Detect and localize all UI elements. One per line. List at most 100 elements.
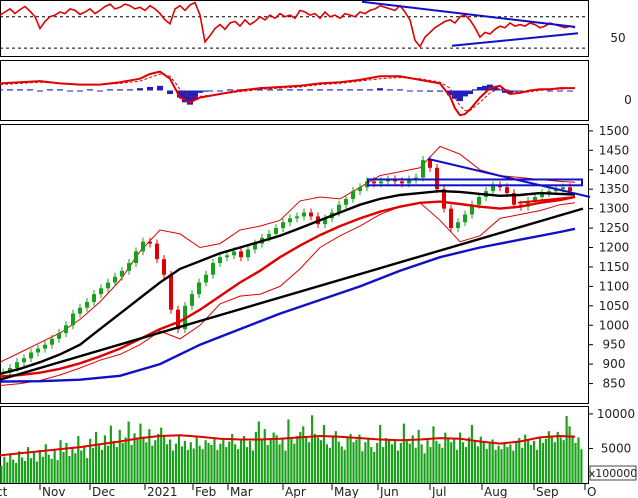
volume-bar bbox=[177, 435, 181, 483]
macd-histogram-bar bbox=[7, 89, 13, 91]
volume-bar bbox=[118, 429, 121, 483]
macd-histogram-bar bbox=[377, 88, 383, 91]
volume-bar bbox=[245, 447, 249, 483]
price-candle bbox=[568, 187, 572, 192]
volume-bar bbox=[38, 449, 41, 483]
price-candle bbox=[106, 282, 110, 289]
volume-bar bbox=[160, 427, 163, 483]
volume-bar bbox=[506, 447, 509, 483]
price-candle bbox=[351, 191, 355, 199]
price-candle bbox=[50, 338, 54, 345]
volume-bar bbox=[269, 438, 272, 483]
price-candle bbox=[15, 362, 19, 369]
macd-histogram-bar bbox=[57, 89, 63, 91]
price-candle bbox=[211, 263, 215, 275]
price-candle bbox=[456, 222, 460, 229]
volume-bar bbox=[228, 441, 231, 483]
x-tick-label: 2021 bbox=[147, 485, 178, 498]
volume-bar bbox=[467, 437, 471, 483]
price-candle bbox=[400, 181, 404, 184]
volume-bar bbox=[405, 439, 408, 483]
volume-bar bbox=[18, 451, 21, 483]
price-tick-label: 1350 bbox=[599, 182, 630, 196]
macd-histogram-bar bbox=[137, 88, 143, 91]
volume-bar bbox=[447, 437, 450, 483]
volume-bar bbox=[154, 440, 157, 483]
volume-bar bbox=[151, 445, 154, 483]
volume-bar bbox=[414, 447, 417, 483]
volume-bar bbox=[103, 435, 107, 483]
volume-bar bbox=[538, 436, 542, 483]
price-tick-label: 900 bbox=[603, 357, 626, 371]
volume-bar bbox=[32, 452, 36, 483]
volume-bar bbox=[68, 456, 71, 483]
volume-bar bbox=[157, 433, 160, 483]
price-candle bbox=[274, 228, 278, 234]
volume-bar bbox=[352, 442, 355, 483]
volume-bar bbox=[399, 442, 402, 483]
volume-bar bbox=[77, 436, 80, 483]
volume-bar bbox=[50, 458, 53, 483]
x-tick-label: Jun bbox=[379, 485, 399, 498]
volume-bar bbox=[379, 424, 382, 483]
volume-bar bbox=[109, 425, 112, 483]
price-candle bbox=[267, 233, 271, 238]
rsi-trendline bbox=[451, 32, 579, 47]
volume-bar bbox=[272, 432, 275, 483]
volume-bar bbox=[41, 456, 44, 483]
macd-histogram-bar bbox=[187, 90, 193, 105]
price-candle bbox=[288, 218, 292, 223]
rsi-tick-label: 50 bbox=[610, 31, 625, 45]
price-candle bbox=[463, 214, 467, 223]
macd-histogram-bar bbox=[0, 89, 3, 91]
macd-histogram-bar bbox=[177, 90, 183, 98]
macd-histogram-bar bbox=[407, 90, 413, 92]
volume-bar bbox=[482, 442, 485, 483]
price-candle bbox=[197, 282, 201, 295]
price-tick-label: 1200 bbox=[599, 241, 630, 255]
volume-bar bbox=[240, 438, 243, 483]
x-tick-label: Sep bbox=[536, 485, 559, 498]
volume-bar bbox=[308, 442, 311, 483]
volume-bar bbox=[281, 439, 284, 483]
volume-bar bbox=[417, 429, 420, 483]
volume-bar bbox=[494, 449, 497, 483]
macd-histogram-bar bbox=[327, 89, 333, 91]
volume-bar bbox=[189, 442, 192, 483]
volume-bar bbox=[71, 447, 74, 483]
macd-histogram-bar bbox=[87, 89, 93, 91]
macd-histogram-bar bbox=[192, 90, 198, 100]
volume-bar bbox=[316, 437, 320, 483]
macd-histogram-bar bbox=[517, 90, 523, 92]
volume-bar bbox=[296, 436, 299, 483]
volume-bar bbox=[491, 439, 494, 483]
volume-bar bbox=[163, 436, 166, 483]
volume-bar bbox=[331, 435, 334, 483]
volume-bar bbox=[497, 445, 500, 483]
volume-bar bbox=[311, 415, 314, 483]
price-candle bbox=[358, 187, 362, 192]
moving-average-line bbox=[0, 195, 576, 378]
volume-bar bbox=[174, 443, 178, 483]
volume-bar bbox=[441, 447, 444, 483]
volume-bar bbox=[524, 434, 527, 483]
volume-bar bbox=[299, 431, 302, 483]
volume-tick-label: 10000 bbox=[597, 407, 635, 421]
volume-bar bbox=[322, 424, 326, 483]
macd-histogram-bar bbox=[147, 86, 153, 91]
rsi-series-line bbox=[0, 1, 576, 49]
volume-bar bbox=[23, 460, 27, 483]
price-candle bbox=[309, 212, 313, 217]
volume-bar bbox=[408, 443, 411, 483]
volume-bar bbox=[26, 447, 30, 483]
volume-bar bbox=[426, 440, 429, 483]
volume-bar bbox=[385, 438, 388, 483]
volume-bar bbox=[444, 432, 447, 483]
volume-bar bbox=[254, 431, 257, 483]
volume-bar bbox=[556, 431, 559, 483]
macd-histogram-bar bbox=[557, 90, 563, 92]
volume-bar bbox=[396, 450, 400, 483]
volume-bar bbox=[192, 448, 195, 483]
rsi-panel bbox=[0, 0, 588, 49]
price-tick-label: 1000 bbox=[599, 318, 630, 332]
